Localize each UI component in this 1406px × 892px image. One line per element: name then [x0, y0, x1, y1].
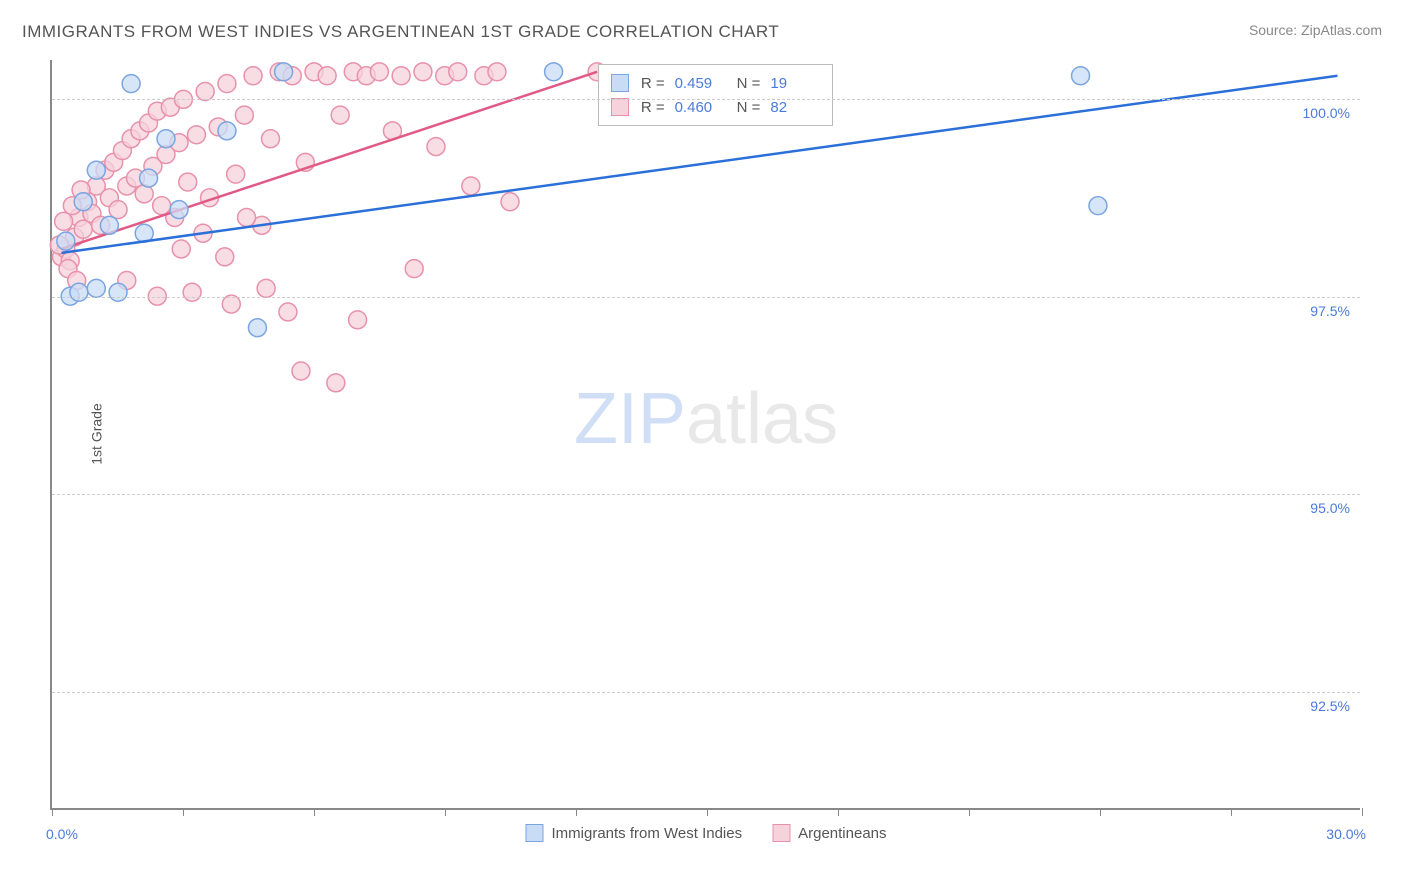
- x-tick: [183, 808, 184, 816]
- n-value: 82: [770, 99, 820, 116]
- gridline-h: [52, 99, 1360, 100]
- scatter-point: [172, 240, 190, 258]
- scatter-point: [216, 248, 234, 266]
- legend-label-blue: Immigrants from West Indies: [551, 825, 742, 842]
- x-tick: [576, 808, 577, 816]
- scatter-point: [501, 193, 519, 211]
- scatter-point: [545, 63, 563, 81]
- r-value: 0.459: [675, 75, 725, 92]
- scatter-point: [488, 63, 506, 81]
- scatter-point: [100, 216, 118, 234]
- y-tick-label: 100.0%: [1303, 105, 1350, 121]
- scatter-point: [248, 319, 266, 337]
- gridline-h: [52, 297, 1360, 298]
- scatter-point: [449, 63, 467, 81]
- scatter-point: [196, 83, 214, 101]
- scatter-point: [74, 193, 92, 211]
- scatter-point: [218, 122, 236, 140]
- scatter-point: [170, 201, 188, 219]
- scatter-point: [87, 279, 105, 297]
- scatter-point: [70, 283, 88, 301]
- scatter-point: [257, 279, 275, 297]
- scatter-point: [462, 177, 480, 195]
- scatter-point: [244, 67, 262, 85]
- scatter-point: [392, 67, 410, 85]
- scatter-point: [55, 212, 73, 230]
- gridline-h: [52, 692, 1360, 693]
- x-tick: [969, 808, 970, 816]
- scatter-point: [179, 173, 197, 191]
- scatter-point: [87, 161, 105, 179]
- scatter-point: [349, 311, 367, 329]
- x-limit-left: 0.0%: [46, 826, 78, 842]
- x-tick: [1100, 808, 1101, 816]
- scatter-point: [109, 201, 127, 219]
- legend-swatch-pink: [772, 824, 790, 842]
- legend-label-pink: Argentineans: [798, 825, 886, 842]
- scatter-point: [327, 374, 345, 392]
- trend-line: [61, 72, 597, 249]
- stats-swatch: [611, 98, 629, 116]
- y-tick-label: 97.5%: [1310, 303, 1350, 319]
- scatter-point: [279, 303, 297, 321]
- r-label: R =: [641, 75, 665, 92]
- scatter-point: [331, 106, 349, 124]
- scatter-point: [318, 67, 336, 85]
- x-tick: [314, 808, 315, 816]
- y-tick-label: 95.0%: [1310, 500, 1350, 516]
- scatter-point: [227, 165, 245, 183]
- x-tick: [52, 808, 53, 816]
- scatter-point: [187, 126, 205, 144]
- bottom-legend: Immigrants from West Indies Argentineans: [525, 824, 886, 842]
- stats-legend-row: R = 0.459 N = 19: [611, 71, 821, 95]
- n-label: N =: [737, 99, 761, 116]
- scatter-point: [1072, 67, 1090, 85]
- scatter-point: [157, 130, 175, 148]
- source-label: Source: ZipAtlas.com: [1249, 22, 1382, 38]
- x-limit-right: 30.0%: [1326, 826, 1366, 842]
- x-tick: [1231, 808, 1232, 816]
- y-tick-label: 92.5%: [1310, 698, 1350, 714]
- chart-title: IMMIGRANTS FROM WEST INDIES VS ARGENTINE…: [22, 22, 779, 42]
- stats-legend: R = 0.459 N = 19 R = 0.460 N = 82: [598, 64, 834, 126]
- x-tick: [1362, 808, 1363, 816]
- scatter-point: [140, 169, 158, 187]
- scatter-point: [292, 362, 310, 380]
- scatter-point: [370, 63, 388, 81]
- legend-item-blue: Immigrants from West Indies: [525, 824, 742, 842]
- scatter-point: [109, 283, 127, 301]
- scatter-point: [122, 75, 140, 93]
- scatter-point: [1089, 197, 1107, 215]
- scatter-point: [238, 208, 256, 226]
- plot-area: 1st Grade ZIPatlas R =0.459 N =19 R =0.4…: [50, 60, 1360, 810]
- chart-svg: [52, 60, 1360, 808]
- r-value: 0.460: [675, 99, 725, 116]
- scatter-point: [275, 63, 293, 81]
- scatter-point: [262, 130, 280, 148]
- legend-swatch-blue: [525, 824, 543, 842]
- x-tick: [445, 808, 446, 816]
- x-tick: [707, 808, 708, 816]
- scatter-point: [427, 138, 445, 156]
- scatter-point: [405, 260, 423, 278]
- x-tick: [838, 808, 839, 816]
- n-label: N =: [737, 75, 761, 92]
- scatter-point: [218, 75, 236, 93]
- stats-swatch: [611, 74, 629, 92]
- scatter-point: [57, 232, 75, 250]
- scatter-point: [183, 283, 201, 301]
- gridline-h: [52, 494, 1360, 495]
- r-label: R =: [641, 99, 665, 116]
- scatter-point: [235, 106, 253, 124]
- n-value: 19: [770, 75, 820, 92]
- scatter-point: [74, 220, 92, 238]
- legend-item-pink: Argentineans: [772, 824, 886, 842]
- scatter-point: [414, 63, 432, 81]
